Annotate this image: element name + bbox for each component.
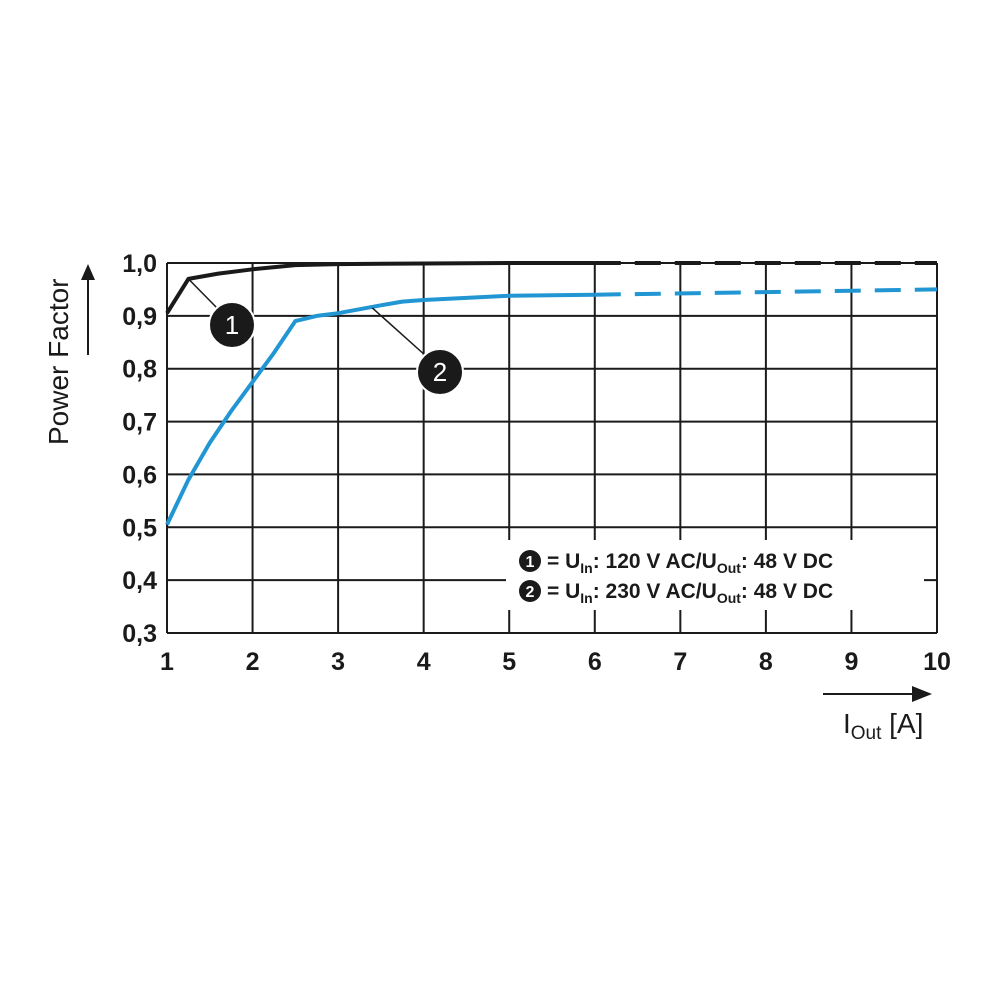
x-tick-label: 3 [331, 648, 345, 676]
x-tick-label: 4 [417, 648, 431, 676]
legend-entry-text: = UIn: 120 V AC/UOut: 48 V DC [547, 550, 833, 576]
y-axis-arrow-head [81, 264, 95, 280]
x-tick-label: 8 [759, 648, 773, 676]
annotation-leader-line [371, 307, 427, 357]
legend-entry-text: = UIn: 230 V AC/UOut: 48 V DC [547, 580, 833, 606]
legend: 1 = UIn: 120 V AC/UOut: 48 V DC 2 = UIn: 23… [506, 540, 924, 610]
x-tick-label: 10 [923, 648, 951, 676]
y-tick-label: 0,9 [122, 303, 157, 331]
y-tick-label: 0,7 [122, 409, 157, 437]
annotation-marker-2 [416, 348, 464, 396]
x-tick-label: 9 [844, 648, 858, 676]
y-tick-label: 1,0 [122, 250, 157, 278]
annotation-marker-1 [208, 301, 256, 349]
series-group [165, 261, 938, 526]
x-tick-label: 5 [502, 648, 516, 676]
y-tick-label: 0,5 [122, 514, 157, 542]
y-tick-label: 0,8 [122, 356, 157, 384]
legend-marker-1 [519, 550, 541, 572]
y-axis-label-group: Power Factor [43, 264, 95, 445]
series-1-line [165, 261, 595, 315]
y-axis-label: Power Factor [43, 279, 74, 446]
annotations: 12 [187, 278, 464, 396]
y-tick-label: 0,4 [122, 567, 157, 595]
tick-labels: 1 2 3 4 5 6 7 8 9 100,30,40,50,60,70,80,91,0 [122, 250, 951, 676]
annotation-marker-label: 2 [433, 357, 447, 387]
y-tick-label: 0,3 [122, 620, 157, 648]
x-tick-label: 2 [246, 648, 260, 676]
annotation-leader-line [187, 278, 219, 310]
series-2-dashed-line [594, 287, 938, 297]
annotation-marker-label: 1 [225, 310, 239, 340]
x-axis-label-group: IOut [A] [823, 686, 932, 744]
x-axis-arrow-head [912, 686, 932, 702]
x-tick-label: 7 [673, 648, 687, 676]
legend-marker-label: 1 [526, 554, 535, 571]
legend-box [506, 540, 924, 610]
legend-marker-2 [519, 580, 541, 602]
x-tick-label: 6 [588, 648, 602, 676]
series-2-line [165, 292, 595, 526]
x-axis-label: IOut [A] [843, 708, 923, 744]
legend-marker-label: 2 [526, 584, 535, 601]
y-tick-label: 0,6 [122, 461, 157, 489]
x-tick-label: 1 [160, 648, 174, 676]
